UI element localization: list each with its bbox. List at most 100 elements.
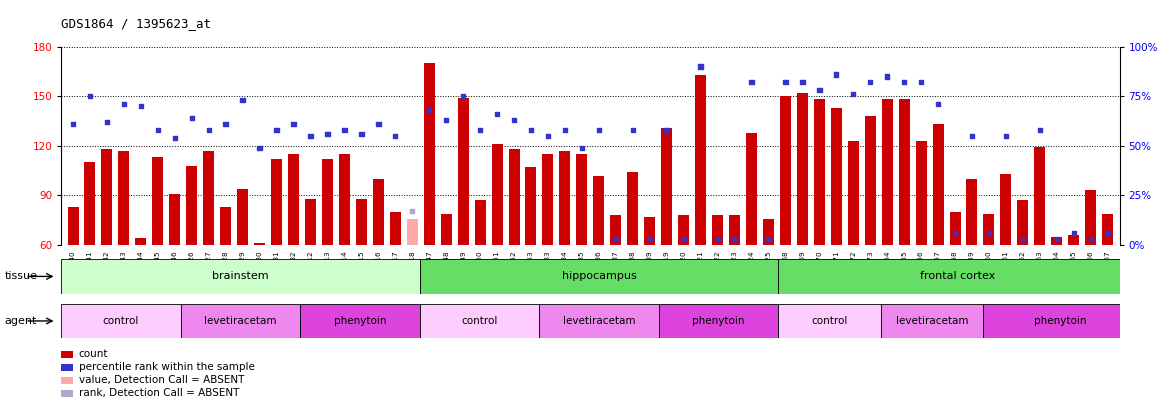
Bar — [1017, 200, 1028, 245]
Point — [844, 91, 863, 98]
Point — [726, 236, 744, 242]
Bar — [560, 151, 570, 245]
Text: tissue: tissue — [5, 271, 38, 281]
Point — [996, 133, 1015, 139]
Text: count: count — [79, 350, 108, 359]
Bar — [933, 124, 943, 245]
Bar — [779, 304, 881, 338]
Text: value, Detection Call = ABSENT: value, Detection Call = ABSENT — [79, 375, 245, 385]
Bar — [882, 100, 893, 245]
Point — [386, 133, 405, 139]
Bar — [983, 213, 995, 245]
Bar — [848, 141, 858, 245]
Point — [285, 121, 303, 127]
Point — [1048, 236, 1067, 242]
Bar — [67, 207, 79, 245]
Point — [318, 131, 336, 137]
Text: rank, Detection Call = ABSENT: rank, Detection Call = ABSENT — [79, 388, 239, 398]
Bar — [679, 215, 689, 245]
Text: hippocampus: hippocampus — [561, 271, 636, 281]
Point — [776, 79, 795, 85]
Bar — [420, 304, 539, 338]
Point — [454, 93, 473, 100]
Bar — [101, 149, 113, 245]
Point — [657, 127, 676, 133]
Point — [98, 119, 116, 125]
Bar — [659, 304, 779, 338]
Point — [623, 127, 642, 133]
Bar — [61, 304, 181, 338]
Bar — [389, 212, 401, 245]
Bar — [153, 158, 163, 245]
Bar — [300, 304, 420, 338]
Bar — [661, 128, 673, 245]
Bar — [814, 100, 824, 245]
Bar — [254, 243, 265, 245]
Bar — [881, 304, 983, 338]
Bar — [1102, 213, 1114, 245]
Point — [114, 101, 133, 107]
Bar — [610, 215, 621, 245]
Bar — [864, 116, 876, 245]
Point — [895, 79, 914, 85]
Bar — [1085, 190, 1096, 245]
Point — [352, 131, 370, 137]
Point — [132, 103, 151, 109]
Bar — [797, 93, 808, 245]
Point — [573, 145, 592, 151]
Point — [827, 71, 846, 78]
Point — [640, 236, 659, 242]
Bar — [1068, 235, 1080, 245]
Point — [233, 97, 252, 103]
Point — [436, 117, 455, 123]
Text: levetiracetam: levetiracetam — [895, 316, 968, 326]
Text: phenytoin: phenytoin — [693, 316, 744, 326]
Point — [607, 236, 626, 242]
Point — [166, 134, 185, 141]
Bar — [644, 217, 655, 245]
Point — [742, 79, 761, 85]
Point — [793, 79, 811, 85]
Bar — [356, 199, 367, 245]
Point — [81, 93, 100, 100]
Text: levetiracetam: levetiracetam — [562, 316, 635, 326]
Bar — [967, 179, 977, 245]
Point — [182, 115, 201, 121]
Point — [335, 127, 354, 133]
Point — [1064, 230, 1083, 237]
Bar — [186, 166, 198, 245]
Bar — [780, 96, 791, 245]
Point — [555, 127, 574, 133]
Text: control: control — [811, 316, 848, 326]
Bar — [746, 132, 757, 245]
Text: agent: agent — [5, 316, 38, 326]
Bar — [169, 194, 180, 245]
Bar — [288, 154, 299, 245]
Bar — [627, 172, 639, 245]
Point — [946, 230, 964, 237]
Bar — [539, 304, 659, 338]
Point — [470, 127, 489, 133]
Text: percentile rank within the sample: percentile rank within the sample — [79, 362, 255, 372]
Point — [148, 127, 167, 133]
Bar — [949, 212, 961, 245]
Bar — [119, 151, 129, 245]
Text: phenytoin: phenytoin — [334, 316, 386, 326]
Point — [420, 107, 439, 113]
Point — [505, 117, 523, 123]
Bar — [576, 154, 587, 245]
Bar — [407, 219, 417, 245]
Point — [1081, 236, 1100, 242]
Bar — [492, 144, 502, 245]
Bar — [238, 189, 248, 245]
Bar — [339, 154, 350, 245]
Point — [1014, 236, 1033, 242]
Bar — [729, 215, 740, 245]
Bar — [85, 162, 95, 245]
Text: control: control — [461, 316, 497, 326]
Point — [216, 121, 235, 127]
Bar — [695, 75, 706, 245]
Point — [522, 127, 541, 133]
Point — [691, 63, 710, 70]
Point — [708, 236, 727, 242]
